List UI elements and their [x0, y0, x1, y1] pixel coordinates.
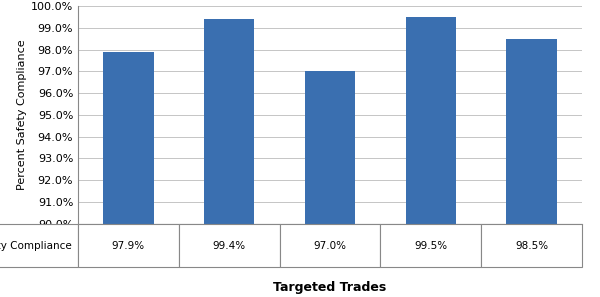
Bar — [204, 19, 254, 297]
Bar — [506, 39, 557, 297]
Y-axis label: Percent Safety Compliance: Percent Safety Compliance — [17, 40, 27, 190]
Text: Targeted Trades: Targeted Trades — [274, 281, 386, 294]
Bar — [103, 52, 154, 297]
Bar — [406, 17, 456, 297]
Bar — [305, 71, 355, 297]
